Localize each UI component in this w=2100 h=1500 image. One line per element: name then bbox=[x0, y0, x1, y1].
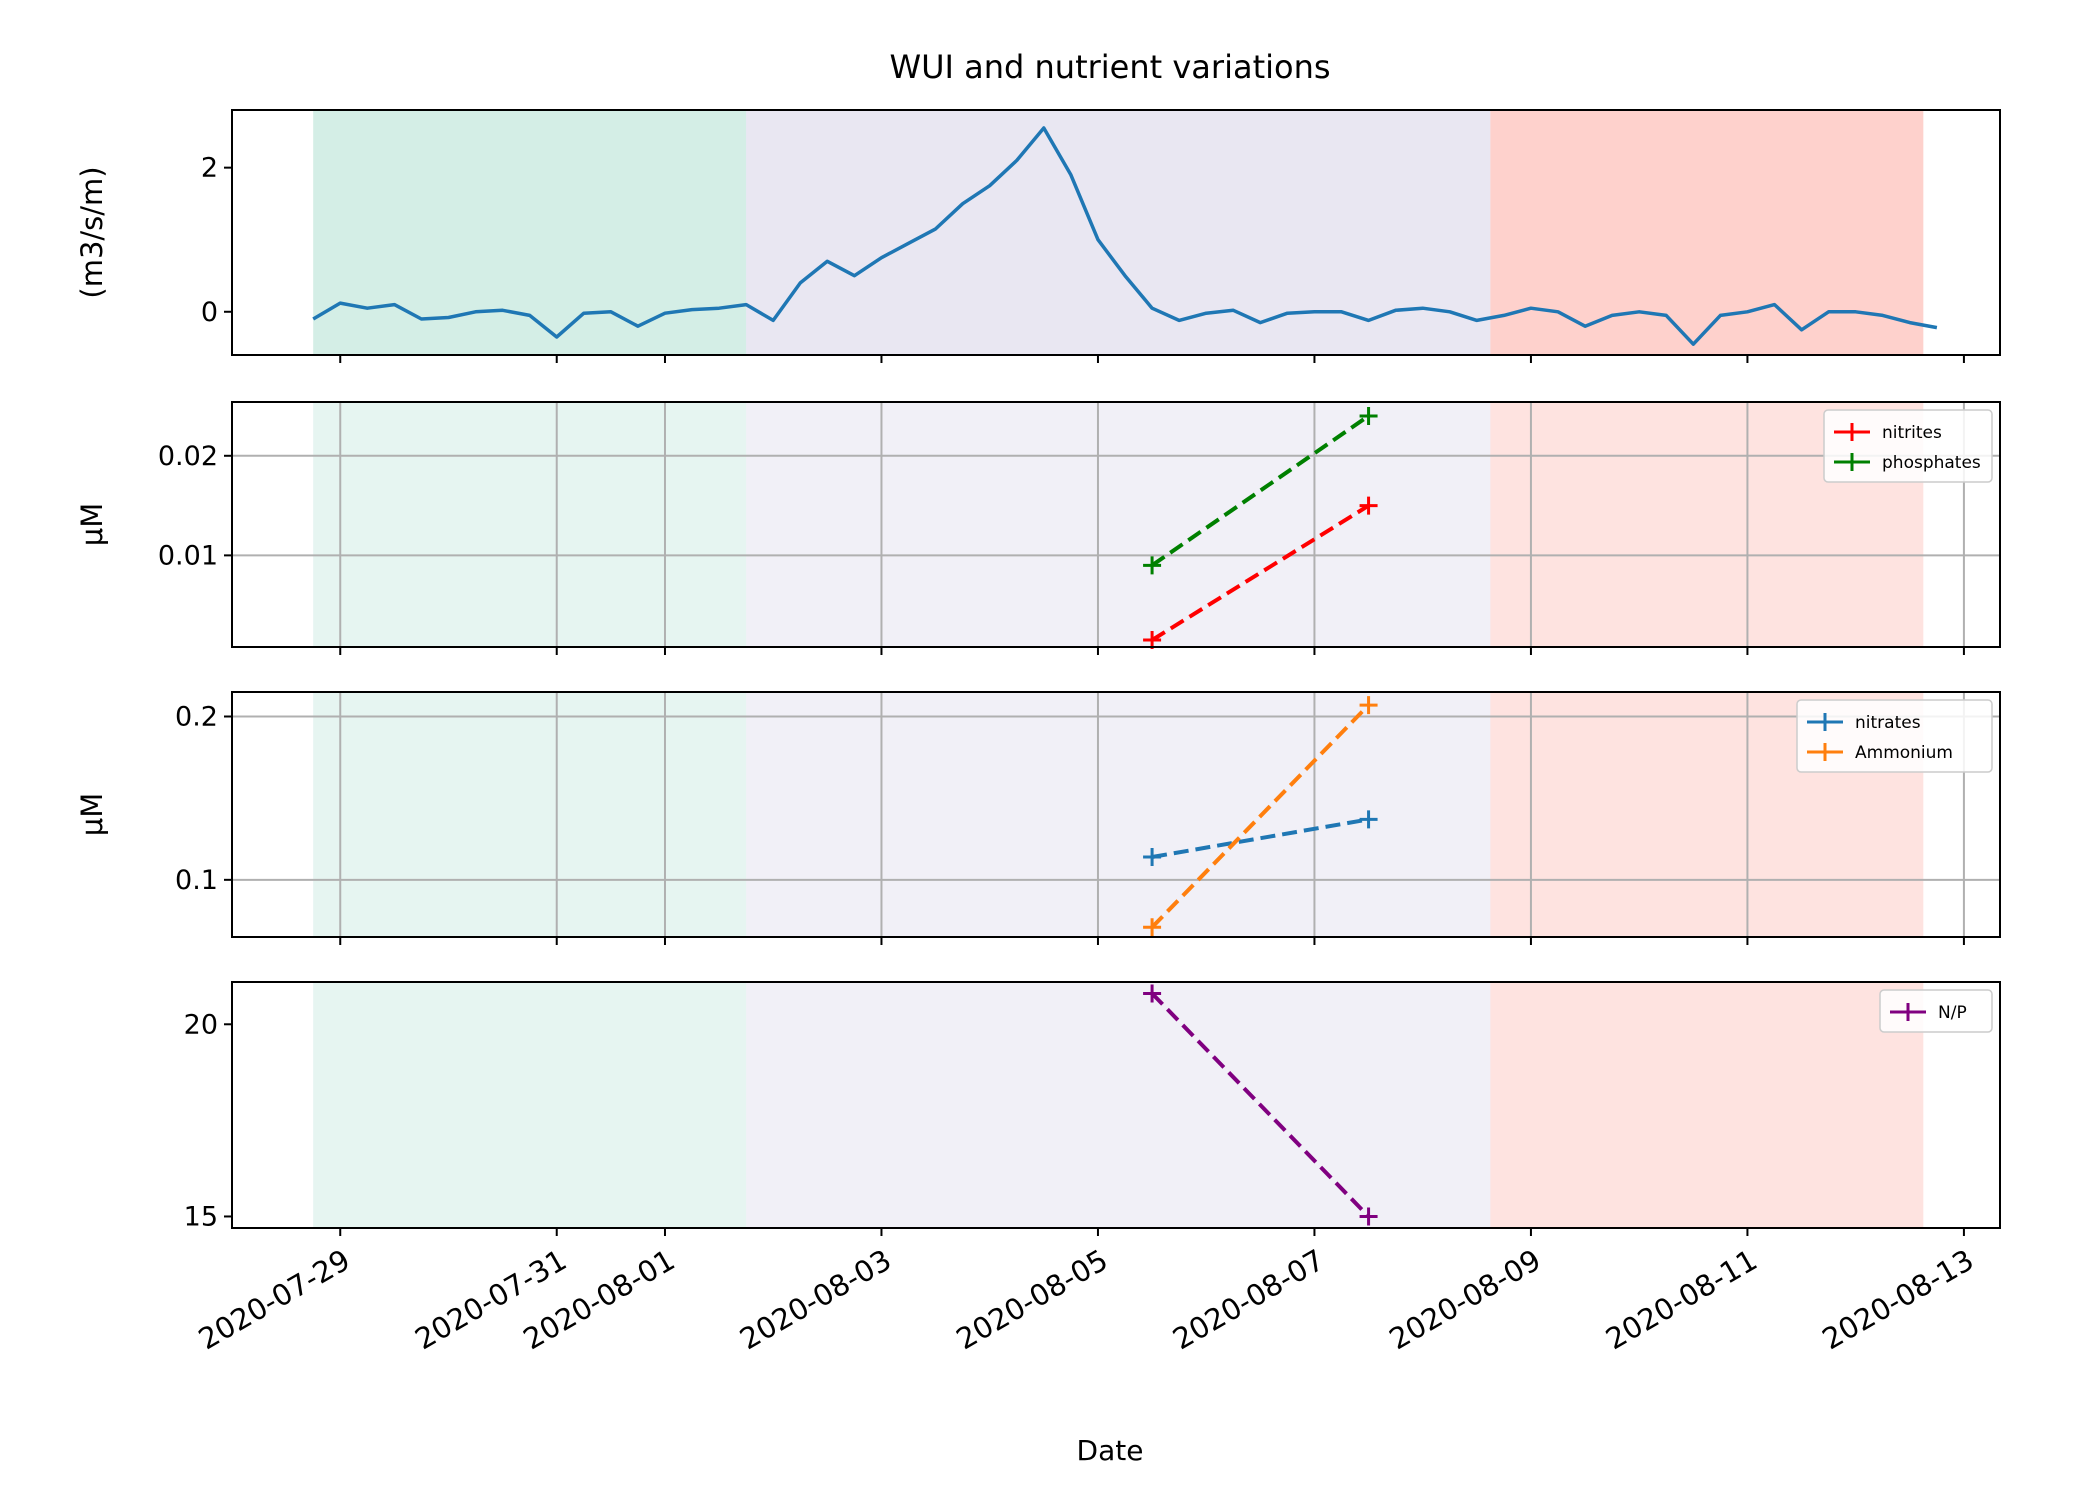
data-point-Ammonium bbox=[1359, 696, 1378, 715]
series-line-Ammonium bbox=[1150, 703, 1371, 929]
legend-marker bbox=[1816, 713, 1834, 731]
panels: 02(m3/s/m)0.010.02μMnitritesphosphates0.… bbox=[75, 109, 2001, 1357]
period-shading-2 bbox=[746, 692, 1491, 937]
y-tick-label: 0 bbox=[201, 297, 218, 328]
data-point-Ammonium bbox=[1143, 918, 1162, 937]
x-tick-label: 2020-08-05 bbox=[950, 1243, 1113, 1357]
period-shading-2 bbox=[746, 982, 1491, 1228]
x-tick-label: 2020-08-07 bbox=[1167, 1243, 1330, 1357]
period-shading-1 bbox=[313, 692, 747, 937]
legend-marker bbox=[1843, 453, 1861, 471]
legend-label: nitrites bbox=[1882, 423, 1942, 443]
legend-marker bbox=[1843, 423, 1861, 441]
legend-marker bbox=[1899, 1003, 1917, 1021]
period-shading-2 bbox=[746, 110, 1491, 355]
legend-frame bbox=[1879, 989, 1993, 1033]
plot-frame bbox=[231, 691, 2001, 938]
legend-label: phosphates bbox=[1882, 453, 1981, 473]
data-point-N/P bbox=[1143, 984, 1162, 1003]
x-tick-label: 2020-08-09 bbox=[1383, 1243, 1546, 1357]
y-tick-label: 0.02 bbox=[158, 441, 218, 472]
x-tick-label: 2020-08-13 bbox=[1816, 1243, 1979, 1357]
x-tick-label: 2020-08-03 bbox=[734, 1243, 897, 1357]
y-axis-label: μM bbox=[75, 503, 109, 546]
period-shading-1 bbox=[313, 982, 747, 1228]
y-axis-label: (m3/s/m) bbox=[75, 166, 109, 298]
panel-nitrates-ammonium: 0.1 0.2 μM nitrates Ammonium bbox=[75, 691, 2001, 945]
period-shading-1 bbox=[313, 402, 747, 647]
panel-wui: 0 2 (m3/s/m) bbox=[75, 109, 2001, 363]
data-point-N/P bbox=[1359, 1207, 1378, 1226]
data-point-phosphates bbox=[1359, 406, 1378, 425]
legend: nitrates Ammonium bbox=[1796, 699, 1993, 773]
x-tick-label: 2020-07-29 bbox=[193, 1243, 356, 1357]
legend-label: nitrates bbox=[1855, 713, 1921, 733]
period-shading-2 bbox=[746, 402, 1491, 647]
data-point-nitrates bbox=[1143, 847, 1162, 866]
legend-label: N/P bbox=[1938, 1003, 1967, 1023]
plot-frame bbox=[231, 401, 2001, 648]
y-tick-label: 0.01 bbox=[158, 540, 218, 571]
y-tick-label: 15 bbox=[184, 1201, 218, 1232]
legend-label: Ammonium bbox=[1855, 743, 1953, 763]
legend: nitrites phosphates bbox=[1823, 409, 1993, 483]
data-point-phosphates bbox=[1143, 556, 1162, 575]
y-tick-label: 2 bbox=[201, 153, 218, 184]
legend: N/P bbox=[1879, 989, 1993, 1033]
period-shading-3 bbox=[1490, 982, 1924, 1228]
series-line-nitrates bbox=[1151, 817, 1369, 859]
y-tick-label: 0.1 bbox=[175, 865, 218, 896]
period-shading-3 bbox=[1490, 110, 1924, 355]
series-line-nitrites bbox=[1151, 503, 1370, 642]
y-axis-label: μM bbox=[75, 793, 109, 836]
y-tick-label: 20 bbox=[184, 1009, 218, 1040]
legend-marker bbox=[1816, 743, 1834, 761]
series-line-N/P bbox=[1150, 992, 1371, 1218]
period-shading-1 bbox=[313, 110, 747, 355]
x-axis-label: Date bbox=[1077, 1434, 1144, 1467]
series-line-wui bbox=[312, 126, 1938, 346]
legend-frame bbox=[1796, 699, 1993, 773]
panel-nitrites-phosphates: 0.01 0.02 μM nitrites phosphates bbox=[75, 401, 2001, 655]
y-tick-label: 0.2 bbox=[175, 702, 218, 733]
chart-title: WUI and nutrient variations bbox=[889, 48, 1330, 86]
data-point-nitrites bbox=[1359, 496, 1378, 515]
plot-frame bbox=[231, 981, 2001, 1229]
legend-frame bbox=[1823, 409, 1993, 483]
data-point-nitrates bbox=[1359, 810, 1378, 829]
plot-frame bbox=[231, 109, 2001, 356]
x-tick-label: 2020-08-11 bbox=[1600, 1243, 1763, 1357]
